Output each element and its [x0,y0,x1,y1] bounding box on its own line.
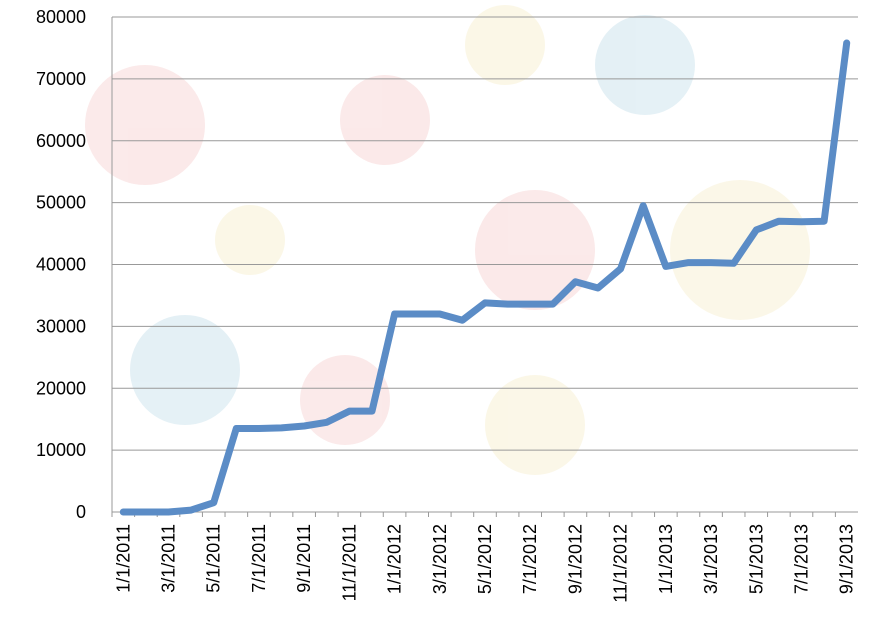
x-tick-label: 5/1/2013 [746,524,766,594]
x-tick-label: 3/1/2012 [430,524,450,594]
x-tick-label: 9/1/2013 [837,524,857,594]
y-tick-label: 40000 [36,255,86,275]
y-tick-label: 60000 [36,131,86,151]
x-tick-label: 5/1/2011 [204,524,224,593]
y-tick-label: 70000 [36,69,86,89]
x-tick-label: 9/1/2012 [565,524,585,594]
x-tick-label: 5/1/2012 [475,524,495,594]
x-tick-label: 7/1/2012 [520,524,540,594]
x-tick-label: 9/1/2011 [294,524,314,593]
x-tick-label: 7/1/2013 [791,524,811,594]
y-tick-label: 50000 [36,193,86,213]
background-decoration [85,5,810,475]
x-tick-label: 3/1/2011 [159,524,179,593]
chart: 0 10000 20000 30000 40000 50000 60000 70000 8000… [0,0,873,644]
y-tick-label: 10000 [36,440,86,460]
x-tick-label: 1/1/2011 [113,524,133,593]
y-tick-label: 0 [76,502,86,522]
x-tick-label: 1/1/2013 [656,524,676,594]
y-tick-label: 80000 [36,7,86,27]
y-tick-label: 30000 [36,316,86,336]
y-tick-label: 20000 [36,378,86,398]
x-tick-label: 11/1/2012 [611,524,631,603]
x-tick-label: 7/1/2011 [249,524,269,593]
x-tick-label: 1/1/2012 [385,524,405,594]
x-tick-label: 11/1/2011 [339,524,359,601]
x-tick-label: 3/1/2013 [701,524,721,594]
